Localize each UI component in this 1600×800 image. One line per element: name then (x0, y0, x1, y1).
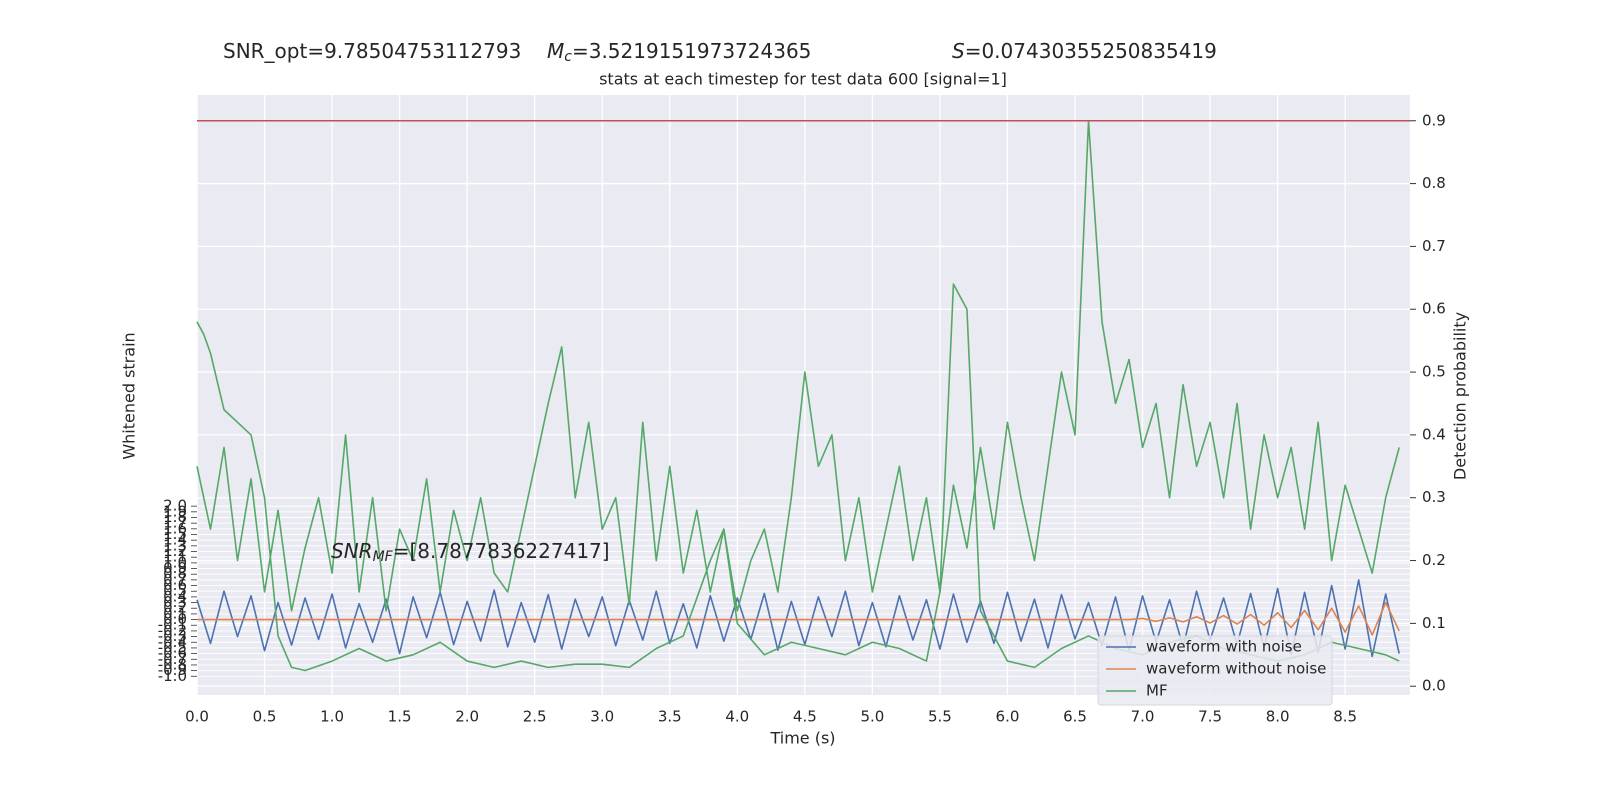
y2-tick-label: 0.5 (1422, 363, 1446, 381)
y-tick-label: 0.4 (163, 587, 187, 605)
y-tick-label: 0.3 (163, 593, 187, 611)
y-tick-label: 1.5 (163, 525, 187, 543)
y2-axis-label: Detection probability (1451, 312, 1470, 480)
x-tick-label: 8.0 (1266, 708, 1290, 726)
x-tick-label: 1.0 (320, 708, 344, 726)
y-tick-label: 0.2 (163, 599, 187, 617)
rich-text: SNRMF=[8.7877836227417] (331, 539, 610, 566)
y-tick-label: 0.8 (163, 565, 187, 583)
y2-tick-label: 0.0 (1422, 677, 1446, 695)
legend-label: MF (1146, 682, 1168, 700)
x-tick-label: 6.0 (996, 708, 1020, 726)
rich-text: S=0.07430355250835419 (952, 39, 1217, 63)
x-tick-label: 1.5 (388, 708, 412, 726)
x-axis-label: Time (s) (769, 729, 835, 748)
text: =0.07430355250835419 (965, 39, 1217, 63)
x-tick-label: 4.0 (725, 708, 749, 726)
y2-tick-label: 0.4 (1422, 425, 1446, 443)
y-tick-label: -0.4 (158, 633, 187, 651)
series-line (197, 601, 1400, 636)
x-tick-label: 6.5 (1063, 708, 1087, 726)
symbol: SNR (331, 539, 373, 563)
subtitle: stats at each timestep for test data 600… (599, 70, 1007, 89)
series-line (196, 119, 1400, 612)
y-tick-label: 0.9 (163, 559, 187, 577)
legend-label: waveform with noise (1146, 638, 1302, 656)
x-tick-label: 0.0 (185, 708, 209, 726)
x-tick-label: 3.5 (658, 708, 682, 726)
x-tick-label: 7.5 (1198, 708, 1222, 726)
y-tick-label: -0.1 (158, 616, 187, 634)
y-tick-label: -0.7 (158, 650, 187, 668)
x-tick-label: 3.0 (590, 708, 614, 726)
x-tick-label: 5.0 (860, 708, 884, 726)
y2-tick-label: 0.7 (1422, 237, 1446, 255)
legend-label: waveform without noise (1146, 660, 1326, 678)
y2-tick-label: 0.8 (1422, 174, 1446, 192)
y-tick-label: -0.8 (158, 655, 187, 673)
y2-tick-label: 0.2 (1422, 551, 1446, 569)
axes: 0.0 0.5 1.0 1.5 2.0 2.5 3.0 3.5 4.0 4.5 5.0 5.5 6.0 6… (158, 111, 1446, 725)
series-line (196, 579, 1400, 658)
y-tick-label: -1.0 (158, 667, 187, 685)
text: =[8.7877836227417] (393, 539, 610, 563)
y2-tick-label: 0.9 (1422, 111, 1446, 129)
y-tick-label: 0.1 (163, 604, 187, 622)
x-tick-label: 2.5 (523, 708, 547, 726)
x-tick-label: 8.5 (1333, 708, 1357, 726)
x-tick-label: 5.5 (928, 708, 952, 726)
y-tick-label: -0.5 (158, 638, 187, 656)
plot-background (197, 95, 1410, 695)
y-tick-label: 1.8 (163, 508, 187, 526)
subscript: c (564, 49, 572, 65)
y-tick-label: 2.0 (163, 497, 187, 515)
text: SNR_opt=9.78504753112793 (223, 39, 521, 63)
x-tick-label: 7.0 (1131, 708, 1155, 726)
rich-text: Mc=3.5219151973724365 (547, 39, 811, 66)
y2-tick-label: 0.3 (1422, 488, 1446, 506)
rich-text: SNR_opt=9.78504753112793 (223, 39, 521, 63)
text: =3.5219151973724365 (572, 39, 811, 63)
x-tick-label: 2.0 (455, 708, 479, 726)
y-tick-label: 1.4 (163, 531, 187, 549)
symbol: S (952, 39, 965, 63)
legend: waveform with noise waveform without nois… (1097, 635, 1333, 706)
y-tick-label: 0.0 (163, 610, 187, 628)
marks (196, 119, 1410, 672)
subscript: MF (373, 549, 394, 565)
y-tick-label: 0.6 (163, 576, 187, 594)
x-tick-label: 4.5 (793, 708, 817, 726)
y-tick-label: 1.3 (163, 536, 187, 554)
y-tick-label: 1.7 (163, 514, 187, 532)
y-tick-label: 1.9 (163, 502, 187, 520)
y-tick-label: -0.3 (158, 627, 187, 645)
y-tick-label: -0.6 (158, 644, 187, 662)
y-tick-label: 1.2 (163, 542, 187, 560)
y-axis-label: Whitened strain (120, 332, 139, 459)
y-tick-label: -0.9 (158, 661, 187, 679)
y-tick-label: 1.0 (163, 553, 187, 571)
y-tick-label: 1.1 (163, 548, 187, 566)
y-tick-label: -0.2 (158, 621, 187, 639)
x-tick-label: 0.5 (253, 708, 277, 726)
y-tick-label: 0.7 (163, 570, 187, 588)
y-tick-label: 1.6 (163, 519, 187, 537)
y2-tick-label: 0.1 (1422, 614, 1446, 632)
legend-box (1097, 635, 1333, 706)
y2-tick-label: 0.6 (1422, 300, 1446, 318)
y-tick-label: 0.5 (163, 582, 187, 600)
symbol: M (547, 39, 564, 63)
